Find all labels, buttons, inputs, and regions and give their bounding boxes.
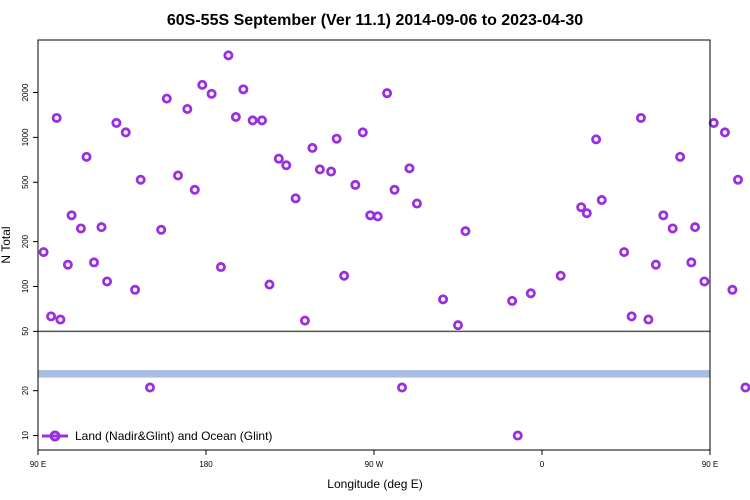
data-point xyxy=(299,315,310,326)
chart-title: 60S-55S September (Ver 11.1) 2014-09-06 … xyxy=(167,12,583,29)
data-point xyxy=(740,382,750,393)
y-axis-label: N Total xyxy=(0,226,13,263)
data-point xyxy=(404,163,415,174)
data-point xyxy=(411,198,422,209)
data-point xyxy=(96,222,107,233)
data-point xyxy=(686,257,697,268)
x-tick-label: 0 xyxy=(540,460,545,469)
data-point xyxy=(156,224,167,235)
data-point xyxy=(438,294,449,305)
data-point xyxy=(699,276,710,287)
data-point xyxy=(690,222,701,233)
x-axis-label: Longitude (deg E) xyxy=(327,477,422,491)
data-point xyxy=(596,195,607,206)
data-point xyxy=(247,115,258,126)
data-point xyxy=(727,284,738,295)
data-point xyxy=(238,84,249,95)
y-tick-label: 2000 xyxy=(21,83,30,101)
x-axis-ticks: 90 E 180 90 W 0 90 E xyxy=(30,450,718,469)
data-point xyxy=(339,270,350,281)
data-point xyxy=(111,117,122,128)
data-point xyxy=(626,311,637,322)
legend: Land (Nadir&Glint) and Ocean (Glint) xyxy=(42,429,272,443)
y-axis-ticks: 10 20 50 100 200 500 1000 2000 xyxy=(21,83,38,440)
data-point xyxy=(256,115,267,126)
data-point xyxy=(206,88,217,99)
data-point xyxy=(290,193,301,204)
data-point xyxy=(460,226,471,237)
y-tick-label: 20 xyxy=(21,386,30,395)
legend-marker xyxy=(49,430,61,442)
data-point xyxy=(189,184,200,195)
data-point xyxy=(326,166,337,177)
data-point xyxy=(81,151,92,162)
x-tick-label: 180 xyxy=(199,460,213,469)
y-tick-label: 100 xyxy=(21,279,30,293)
data-point xyxy=(161,93,172,104)
data-point xyxy=(619,247,630,258)
data-point xyxy=(38,247,49,258)
data-point xyxy=(667,223,678,234)
data-point xyxy=(120,127,131,138)
data-point xyxy=(314,164,325,175)
data-point xyxy=(525,288,536,299)
data-point xyxy=(215,262,226,273)
data-point xyxy=(102,276,113,287)
data-point xyxy=(357,127,368,138)
data-point xyxy=(733,174,744,185)
data-point xyxy=(576,202,587,213)
data-point xyxy=(197,79,208,90)
data-point xyxy=(507,295,518,306)
x-tick-label: 90 E xyxy=(30,460,46,469)
data-point xyxy=(66,210,77,221)
data-points xyxy=(38,50,750,441)
data-point xyxy=(512,430,523,441)
data-point xyxy=(658,210,669,221)
x-tick-label: 90 W xyxy=(365,460,384,469)
data-point xyxy=(581,208,592,219)
data-point xyxy=(182,104,193,115)
data-point xyxy=(643,314,654,325)
data-point xyxy=(635,112,646,123)
data-point xyxy=(273,153,284,164)
data-point xyxy=(675,151,686,162)
data-point xyxy=(650,259,661,270)
data-point xyxy=(172,170,183,181)
y-tick-label: 200 xyxy=(21,234,30,248)
data-point xyxy=(555,270,566,281)
y-tick-label: 1000 xyxy=(21,128,30,146)
legend-entry-label: Land (Nadir&Glint) and Ocean (Glint) xyxy=(75,429,272,443)
data-point xyxy=(130,284,141,295)
y-tick-label: 500 xyxy=(21,175,30,189)
data-point xyxy=(452,320,463,331)
data-point xyxy=(135,174,146,185)
data-point xyxy=(331,133,342,144)
data-point xyxy=(307,142,318,153)
data-point xyxy=(55,314,66,325)
data-point xyxy=(75,223,86,234)
data-point xyxy=(264,279,275,290)
data-point xyxy=(144,382,155,393)
data-point xyxy=(46,311,57,322)
data-point xyxy=(223,50,234,61)
band xyxy=(38,370,710,378)
data-point xyxy=(281,160,292,171)
data-point xyxy=(62,259,73,270)
data-point xyxy=(389,184,400,195)
data-point xyxy=(396,382,407,393)
y-tick-label: 50 xyxy=(21,326,30,335)
data-point xyxy=(719,127,730,138)
data-point xyxy=(591,134,602,145)
data-point xyxy=(51,112,62,123)
y-tick-label: 10 xyxy=(21,431,30,440)
data-point xyxy=(350,179,361,190)
data-point xyxy=(230,112,241,123)
x-tick-label: 90 E xyxy=(702,460,718,469)
data-point xyxy=(372,211,383,222)
data-point xyxy=(89,257,100,268)
band-layer xyxy=(38,370,710,378)
data-point xyxy=(382,88,393,99)
